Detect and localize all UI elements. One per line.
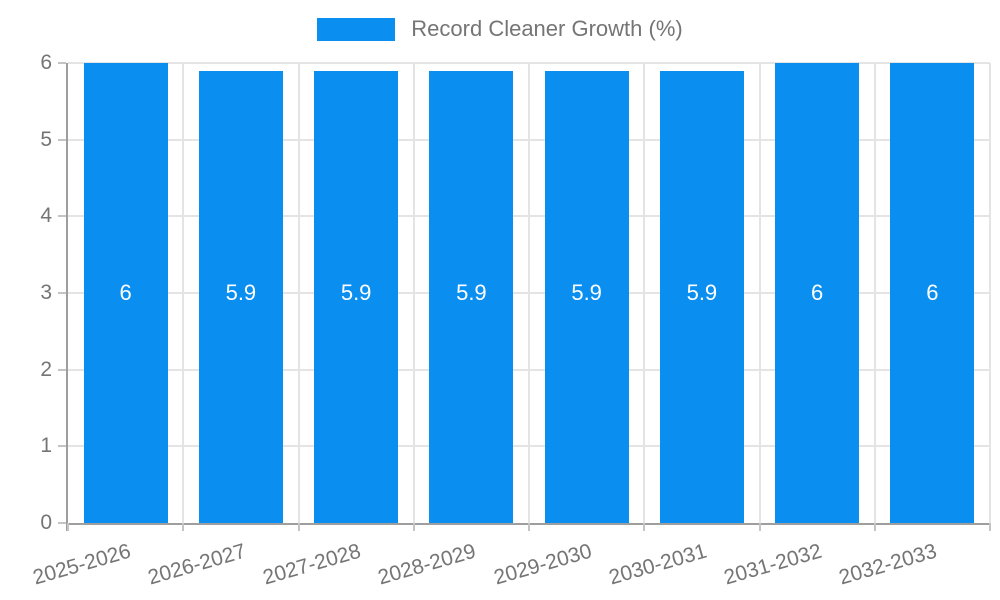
y-axis-tick-label: 1 xyxy=(40,434,52,458)
y-axis-tick-label: 4 xyxy=(40,204,52,228)
y-axis-tick-label: 3 xyxy=(40,281,52,304)
x-gridline xyxy=(873,63,876,523)
chart-legend[interactable]: Record Cleaner Growth (%) xyxy=(0,16,1000,42)
x-gridline xyxy=(412,63,415,523)
x-gridline xyxy=(297,63,300,523)
bar[interactable] xyxy=(659,70,744,523)
bar[interactable] xyxy=(775,63,860,523)
bar[interactable] xyxy=(544,70,629,523)
x-axis-tick xyxy=(67,523,69,531)
y-axis-tick xyxy=(58,368,66,371)
x-axis-tick xyxy=(182,523,185,531)
x-axis-tick xyxy=(643,523,646,531)
bar[interactable] xyxy=(429,70,514,523)
x-axis-tick xyxy=(758,523,761,531)
x-gridline xyxy=(182,63,185,523)
x-gridline xyxy=(758,63,761,523)
bar[interactable] xyxy=(314,70,399,523)
x-axis-tick xyxy=(412,523,415,531)
y-axis-tick xyxy=(58,445,66,448)
x-gridline xyxy=(528,63,530,523)
y-axis-tick xyxy=(58,522,66,524)
legend-label: Record Cleaner Growth (%) xyxy=(411,16,683,41)
x-gridline xyxy=(989,63,991,523)
x-axis-tick xyxy=(873,523,876,531)
legend-swatch xyxy=(317,17,396,41)
y-axis-tick-label: 6 xyxy=(40,51,52,74)
x-axis-tick xyxy=(297,523,300,531)
bar[interactable] xyxy=(198,70,283,523)
y-axis-tick xyxy=(58,292,66,294)
plot-area: 6 5.9 5.9 5.9 5.9 5.9 6 6 xyxy=(58,62,991,531)
y-axis-line xyxy=(66,63,68,531)
y-axis-tick xyxy=(58,138,66,141)
y-axis-tick-label: 0 xyxy=(40,511,52,534)
bar[interactable] xyxy=(83,63,168,523)
bar[interactable] xyxy=(890,63,975,523)
y-axis-tick xyxy=(58,62,66,64)
x-gridline xyxy=(643,63,646,523)
y-axis-tick xyxy=(58,215,66,218)
x-axis-tick xyxy=(989,523,991,531)
y-axis-tick-label: 2 xyxy=(40,357,52,381)
x-axis-tick xyxy=(528,523,530,531)
y-axis-tick-label: 5 xyxy=(40,127,52,151)
